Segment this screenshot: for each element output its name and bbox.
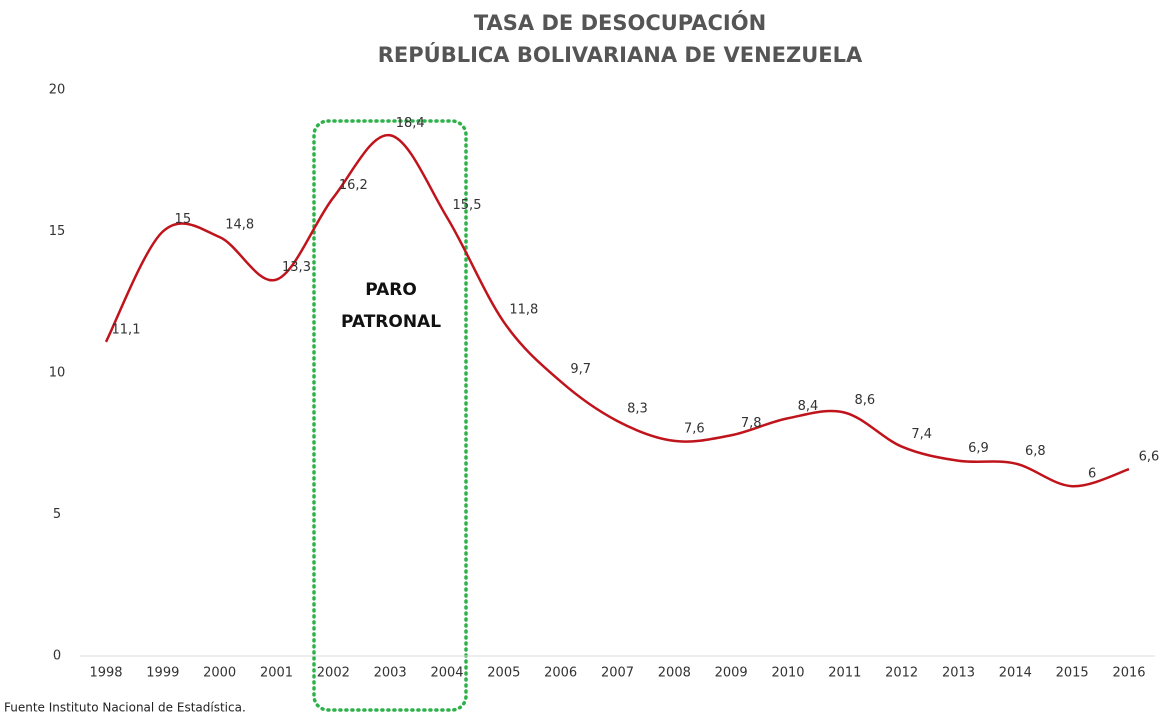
data-label: 15	[175, 212, 192, 227]
x-tick-label: 2004	[430, 666, 463, 681]
data-label: 13,3	[282, 260, 311, 275]
y-tick-label: 5	[53, 507, 61, 522]
line	[104, 134, 1130, 488]
x-tick-label: 1998	[89, 666, 122, 681]
data-label: 6	[1088, 467, 1096, 482]
x-tick-label: 2002	[317, 666, 350, 681]
x-tick-label: 2010	[771, 666, 804, 681]
chart-title: TASA DE DESOCUPACIÓN	[474, 10, 766, 35]
data-label: 6,6	[1139, 450, 1160, 465]
data-label: 15,5	[453, 198, 482, 213]
data-label: 8,3	[627, 402, 648, 417]
y-tick-label: 20	[49, 83, 66, 98]
y-tick-label: 0	[53, 649, 61, 664]
x-tick-label: 2000	[203, 666, 236, 681]
x-tick-label: 2001	[260, 666, 293, 681]
x-tick-label: 2011	[828, 666, 861, 681]
highlight-box	[312, 119, 468, 712]
x-tick-label: 2013	[942, 666, 975, 681]
data-label: 8,4	[798, 399, 819, 414]
data-label: 16,2	[339, 178, 368, 193]
data-label: 11,8	[509, 303, 538, 318]
x-tick-label: 2014	[999, 666, 1032, 681]
annotation: PARO	[365, 280, 417, 300]
x-tick-label: 2003	[374, 666, 407, 681]
x-tick-label: 2015	[1056, 666, 1089, 681]
x-tick-label: 2005	[487, 666, 520, 681]
data-label: 14,8	[225, 218, 254, 233]
x-tick-label: 2016	[1112, 666, 1145, 681]
data-label: 8,6	[854, 393, 875, 408]
y-tick-label: 15	[49, 224, 66, 239]
x-tick-label: 2009	[715, 666, 748, 681]
data-label: 7,6	[684, 421, 705, 436]
data-label: 7,8	[741, 416, 762, 431]
data-label: 18,4	[396, 116, 425, 131]
data-label: 11,1	[112, 322, 141, 337]
chart-title: REPÚBLICA BOLIVARIANA DE VENEZUELA	[378, 42, 863, 67]
x-tick-label: 1999	[146, 666, 179, 681]
y-tick-label: 10	[49, 366, 66, 381]
source: Fuente Instituto Nacional de Estadística…	[4, 701, 246, 715]
data-label: 7,4	[911, 427, 932, 442]
data-label: 6,9	[968, 441, 989, 456]
x-tick-label: 2007	[601, 666, 634, 681]
annotation: PATRONAL	[341, 312, 441, 332]
data-label: 9,7	[570, 362, 591, 377]
x-tick-label: 2008	[658, 666, 691, 681]
x-tick-label: 2012	[885, 666, 918, 681]
data-label: 6,8	[1025, 444, 1046, 459]
x-tick-label: 2006	[544, 666, 577, 681]
